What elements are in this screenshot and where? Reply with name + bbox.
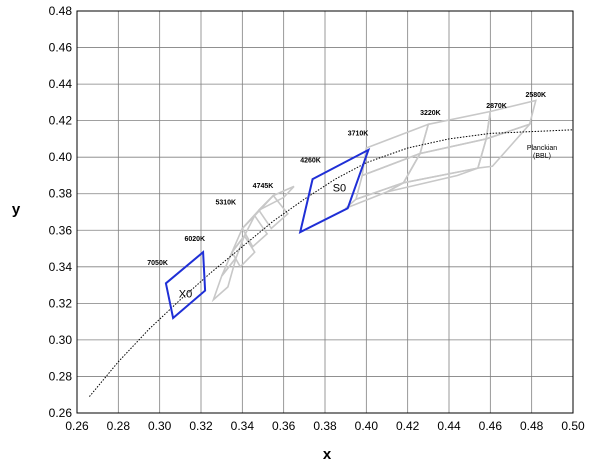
y-tick-label: 0.38: [49, 187, 73, 201]
y-axis-title: y: [12, 201, 21, 218]
cct-label: 6020K: [184, 236, 205, 243]
cct-label: 5310K: [215, 200, 236, 207]
x-tick-label: 0.38: [313, 419, 337, 433]
highlight-bin-x0: [164, 250, 207, 320]
gray-bin: [476, 122, 533, 170]
gray-bin: [386, 167, 479, 193]
gray-bin: [231, 234, 256, 269]
bin-label-x0: X0: [179, 288, 192, 300]
y-tick-label: 0.44: [49, 77, 73, 91]
x-tick-label: 0.50: [561, 419, 585, 433]
y-tick-label: 0.36: [49, 223, 73, 237]
x-tick-label: 0.44: [437, 419, 461, 433]
plot-frame: [76, 10, 574, 414]
cct-label: 2580K: [525, 92, 546, 99]
y-tick-label: 0.26: [49, 406, 73, 420]
x-tick-label: 0.46: [479, 419, 503, 433]
cct-label: 4260K: [300, 158, 321, 165]
highlight-bin-s0: [298, 147, 371, 234]
cct-label: 3710K: [348, 130, 369, 137]
cct-label: 3220K: [420, 110, 441, 117]
x-tick-label: 0.42: [396, 419, 420, 433]
cct-labels: 2580K 2870K 3220K 3710K 4260K 4745K 5310K 6020K…: [147, 92, 546, 267]
gray-bin: [211, 257, 237, 303]
y-tick-label: 0.32: [49, 296, 73, 310]
x-tick-label: 0.30: [148, 419, 172, 433]
cct-label: 2870K: [486, 103, 507, 110]
planckian-label-line2: (BBL): [533, 153, 551, 160]
grid: [76, 10, 574, 414]
x-axis-title: x: [323, 446, 332, 463]
bin-label-s0: S0: [333, 182, 346, 194]
y-tick-label: 0.46: [49, 41, 73, 55]
x-tick-label: 0.48: [520, 419, 544, 433]
planckian-label-line1: Planckian: [527, 145, 557, 152]
cct-label: 4745K: [253, 183, 274, 190]
gray-bin: [257, 194, 289, 230]
highlight-bins: X0 S0: [164, 147, 371, 320]
y-tick-label: 0.42: [49, 114, 73, 128]
y-tick-label: 0.48: [49, 4, 73, 18]
x-tick-label: 0.36: [272, 419, 296, 433]
x-tick-label: 0.28: [107, 419, 131, 433]
y-tick-label: 0.28: [49, 369, 73, 383]
x-tick-label: 0.32: [189, 419, 213, 433]
gray-bin: [241, 214, 269, 248]
gray-bins: [211, 99, 537, 303]
x-tick-label: 0.40: [355, 419, 379, 433]
x-tick-label: 0.26: [65, 419, 89, 433]
x-tick-label: 0.34: [231, 419, 255, 433]
cct-label: 7050K: [147, 260, 168, 267]
y-tick-label: 0.30: [49, 333, 73, 347]
y-tick-label: 0.40: [49, 150, 73, 164]
tick-labels: 0.26 0.28 0.30 0.32 0.34 0.36 0.38 0.40 0.42 0.44…: [49, 4, 585, 433]
y-tick-label: 0.34: [49, 260, 73, 274]
